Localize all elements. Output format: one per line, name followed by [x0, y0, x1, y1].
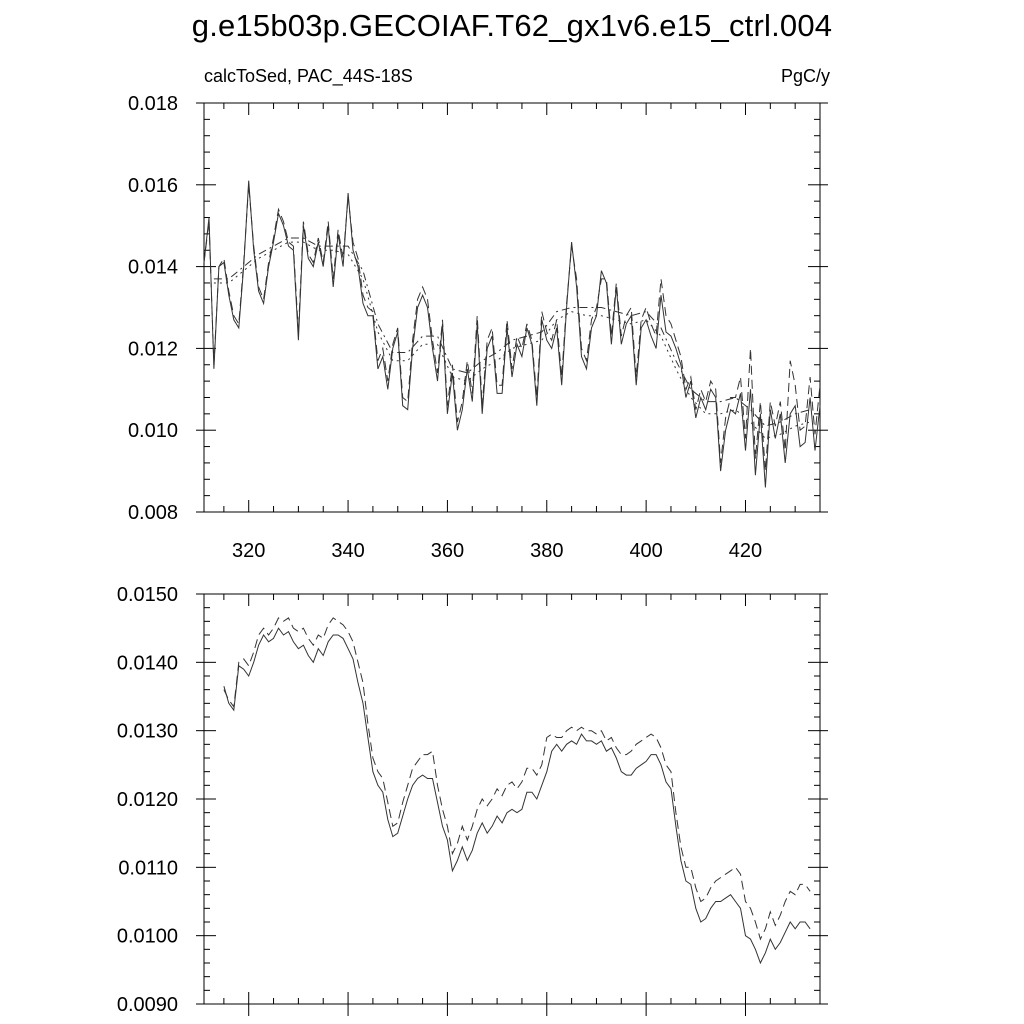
bottom-chart-y-tick-label: 0.0120	[117, 789, 178, 811]
top-chart-series-dotted-line	[213, 241, 811, 439]
bottom-chart-y-tick-label: 0.0140	[117, 652, 178, 674]
bottom-chart-series-solid-line	[223, 627, 811, 965]
top-chart-y-tick-label: 0.018	[128, 93, 178, 115]
top-chart-y-tick-label: 0.014	[128, 257, 178, 279]
top-chart-series-dashed-line	[203, 184, 821, 472]
bottom-chart-frame	[203, 593, 821, 1005]
top-chart-series-dashdot-line	[213, 237, 811, 427]
bottom-plot: 0.0090 0.0100 0.0110 0.0120 0.0130 0.0140 0.01…	[117, 584, 828, 1016]
bottom-chart-y-tick-label: 0.0150	[117, 584, 178, 606]
top-chart-y-tick-label: 0.012	[128, 338, 178, 360]
top-chart-series-solid-line	[203, 180, 821, 488]
top-chart-x-tick-label: 360	[431, 540, 464, 562]
top-chart-x-tick-label: 420	[729, 540, 762, 562]
top-chart-frame	[203, 102, 821, 513]
top-chart-x-tick-label: 340	[331, 540, 364, 562]
bottom-chart-y-tick-label: 0.0130	[117, 721, 178, 743]
top-chart-y-tick-label: 0.008	[128, 502, 178, 524]
bottom-chart-y-tick-label: 0.0090	[117, 994, 178, 1016]
top-chart-left-label: calcToSed, PAC_44S-18S	[204, 66, 413, 86]
top-plot: 320 340 360 380 400 420 0.008 0.010 0.012 0.014 0.…	[128, 93, 828, 562]
top-chart-x-tick-label: 380	[530, 540, 563, 562]
bottom-chart-y-tick-label: 0.0100	[117, 926, 178, 948]
top-chart-x-tick-label: 400	[629, 540, 662, 562]
bottom-chart-y-tick-label: 0.0110	[118, 857, 178, 879]
top-chart-x-tick-label: 320	[232, 540, 265, 562]
top-chart-units-label: PgC/y	[780, 66, 830, 86]
top-chart-y-tick-label: 0.010	[128, 420, 178, 442]
page-title: g.e15b03p.GECOIAF.T62_gx1v6.e15_ctrl.004	[191, 8, 833, 43]
top-chart-y-tick-label: 0.016	[128, 175, 178, 197]
bottom-chart-series-dashed-line	[223, 617, 811, 941]
